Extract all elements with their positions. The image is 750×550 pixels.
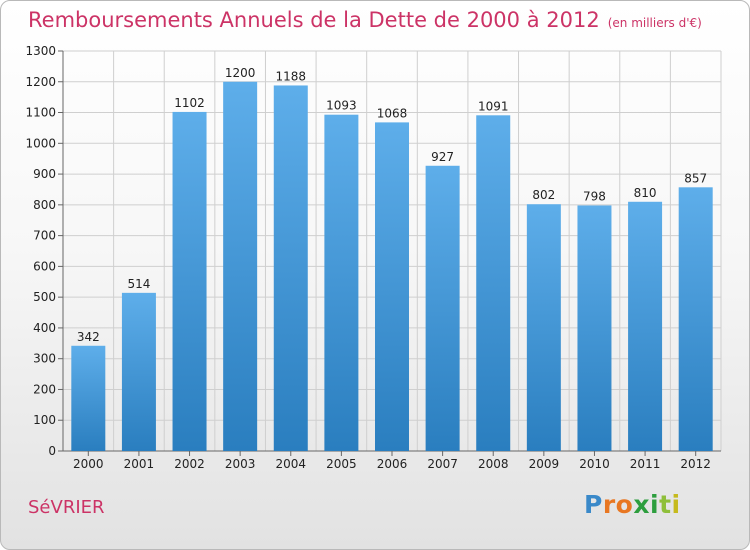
bar-value-label: 927 (431, 150, 454, 164)
logo-letter: o (615, 490, 634, 519)
bar (172, 111, 207, 451)
y-tick-label: 1300 (25, 44, 56, 58)
bar-value-label: 1093 (326, 99, 357, 113)
logo-letter: r (602, 490, 616, 519)
y-tick-label: 300 (33, 352, 56, 366)
x-tick-label: 2002 (174, 457, 205, 471)
bar-value-label: 342 (77, 330, 100, 344)
bar-value-label: 857 (684, 171, 707, 185)
y-tick-label: 200 (33, 382, 56, 396)
proxiti-logo: Proxiti (584, 490, 681, 519)
labels: 342 514 1102 1200 1188 1093 1068 927 1091 802 798 8… (77, 66, 707, 344)
bar (628, 201, 663, 451)
bar (223, 81, 258, 452)
logo-letter: P (584, 490, 603, 519)
logo-letter: t (659, 490, 672, 519)
bar (476, 115, 511, 452)
bar (678, 187, 713, 452)
logo-letter: i (671, 490, 681, 519)
x-tick-label: 2004 (275, 457, 306, 471)
x-tick-label: 2001 (124, 457, 155, 471)
y-tick-label: 900 (33, 167, 56, 181)
y-tick-label: 0 (48, 444, 56, 458)
bar (273, 85, 308, 451)
unit-text: (en milliers d'€) (607, 16, 702, 30)
bar-value-label: 1068 (377, 106, 408, 120)
bar (324, 114, 359, 451)
y-tick-label: 500 (33, 290, 56, 304)
chart-title: Remboursements Annuels de la Dette de 20… (28, 8, 702, 32)
bar (71, 345, 106, 451)
bar (375, 122, 409, 451)
y-tick-label: 700 (33, 229, 56, 243)
x-tick-label: 2000 (73, 457, 104, 471)
bar (577, 205, 612, 451)
y-tick-label: 800 (33, 198, 56, 212)
y-tick-label: 1200 (25, 75, 56, 89)
y-tick-label: 400 (33, 321, 56, 335)
logo-letter: x (633, 490, 650, 519)
y-tick-label: 600 (33, 259, 56, 273)
x-tick-label: 2010 (579, 457, 610, 471)
bar-value-label: 802 (532, 188, 555, 202)
bar-value-label: 810 (634, 186, 657, 200)
bar (121, 292, 156, 451)
bar (425, 165, 460, 451)
x-tick-label: 2008 (478, 457, 509, 471)
bars (71, 81, 713, 452)
bar-value-label: 1188 (275, 69, 306, 83)
x-tick-label: 2009 (529, 457, 560, 471)
x-tick-label: 2011 (630, 457, 661, 471)
bar-value-label: 798 (583, 189, 606, 203)
bar-value-label: 514 (127, 277, 150, 291)
bar-value-label: 1091 (478, 99, 509, 113)
x-tick-label: 2012 (680, 457, 711, 471)
bar (526, 204, 561, 451)
commune-name: SéVRIER (28, 497, 105, 518)
y-tick-label: 100 (33, 413, 56, 427)
title-text: Remboursements Annuels de la Dette de 20… (28, 8, 600, 32)
y-tick-label: 1100 (25, 106, 56, 120)
y-tick-label: 1000 (25, 136, 56, 150)
bar-value-label: 1102 (174, 96, 205, 110)
logo-letter: i (650, 490, 660, 519)
x-tick-label: 2003 (225, 457, 256, 471)
x-tick-label: 2007 (427, 457, 458, 471)
x-tick-label: 2006 (377, 457, 408, 471)
x-tick-label: 2005 (326, 457, 357, 471)
bar-value-label: 1200 (225, 66, 256, 80)
